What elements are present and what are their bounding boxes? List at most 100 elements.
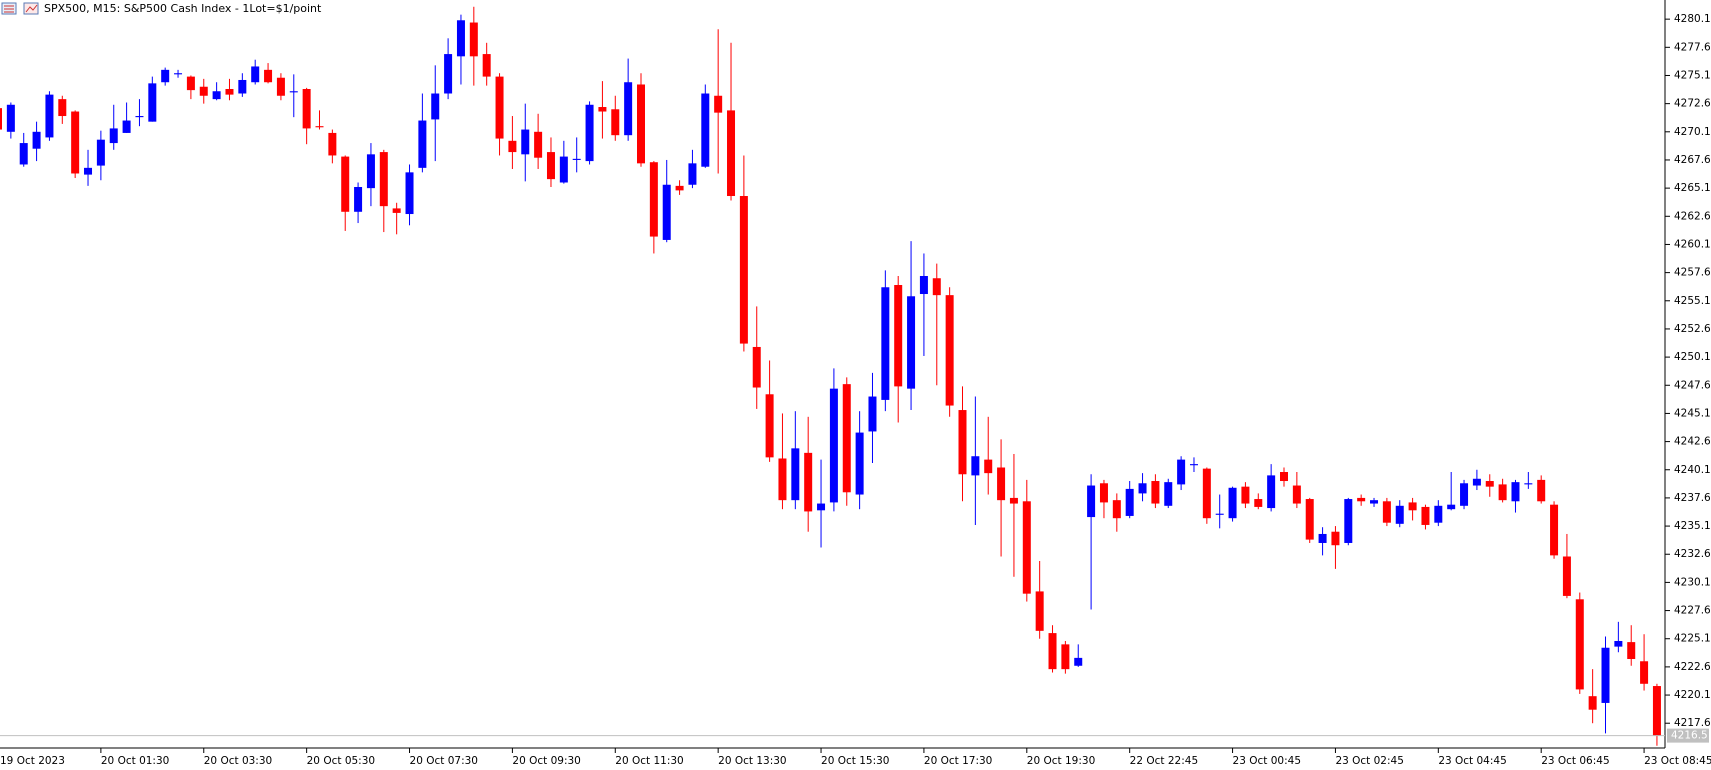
candle-body xyxy=(1125,488,1134,516)
candle-body xyxy=(135,116,144,118)
candle-body xyxy=(727,110,736,197)
candle-body xyxy=(1395,505,1404,524)
candle-body xyxy=(71,111,80,174)
candle-body xyxy=(212,91,221,100)
candle-body xyxy=(984,459,993,474)
candle-body xyxy=(1099,483,1108,503)
candle-body xyxy=(1061,644,1070,670)
candle-body xyxy=(418,120,427,168)
candle-body xyxy=(1254,499,1263,507)
x-tick-label: 20 Oct 07:30 xyxy=(410,755,478,767)
candle-body xyxy=(174,73,183,75)
candle-body xyxy=(855,432,864,495)
candle-body xyxy=(431,93,440,120)
candle-body xyxy=(45,94,54,138)
x-tick-label: 20 Oct 11:30 xyxy=(615,755,683,767)
candle-body xyxy=(1151,481,1160,504)
candle-body xyxy=(1267,475,1276,509)
candle-body xyxy=(1421,506,1430,525)
candle-body xyxy=(302,88,311,129)
x-tick-label: 19 Oct 2023 xyxy=(0,755,65,767)
x-tick-label: 23 Oct 06:45 xyxy=(1541,755,1609,767)
x-tick-label: 20 Oct 05:30 xyxy=(307,755,375,767)
candle-body xyxy=(1357,497,1366,502)
candle-body xyxy=(534,131,543,158)
candle-body xyxy=(1524,483,1533,485)
y-tick-label: 4245.1 xyxy=(1674,407,1711,419)
candle-body xyxy=(778,458,787,501)
candle-body xyxy=(1112,500,1121,519)
candle-body xyxy=(1344,499,1353,543)
candle-body xyxy=(739,196,748,344)
candle-body xyxy=(1009,497,1018,504)
header-icons xyxy=(1,2,39,15)
candle-body xyxy=(392,208,401,213)
candle-body xyxy=(585,104,594,162)
x-tick-label: 20 Oct 13:30 xyxy=(718,755,786,767)
candle-body xyxy=(1280,472,1288,482)
y-tick-label: 4272.6 xyxy=(1674,98,1711,110)
candle-body xyxy=(328,132,337,156)
candle-body xyxy=(971,456,980,476)
candle-body xyxy=(1537,479,1546,502)
candle-body xyxy=(624,82,633,136)
candle-body xyxy=(1241,486,1250,504)
candle-body xyxy=(1575,599,1584,690)
candle-body xyxy=(1189,464,1198,466)
candle-body xyxy=(688,163,697,185)
candle-body xyxy=(19,143,28,165)
candle-body xyxy=(1640,661,1649,684)
candle-body xyxy=(1305,499,1314,540)
y-tick-label: 4252.6 xyxy=(1674,323,1711,335)
candle-body xyxy=(894,285,903,387)
candle-body xyxy=(1627,642,1636,660)
candle-body xyxy=(84,167,93,175)
candle-body xyxy=(1292,485,1301,504)
candle-body xyxy=(1472,478,1481,486)
candle-body xyxy=(598,107,607,112)
candle-body xyxy=(366,154,375,189)
candle-body xyxy=(958,410,967,475)
candle-body xyxy=(58,99,67,117)
y-tick-label: 4230.1 xyxy=(1674,576,1711,588)
x-tick-label: 23 Oct 00:45 xyxy=(1233,755,1301,767)
y-tick-label: 4225.1 xyxy=(1674,633,1711,645)
candle-body xyxy=(611,109,620,136)
x-tick-label: 20 Oct 09:30 xyxy=(512,755,580,767)
candle-body xyxy=(932,278,941,296)
x-tick-label: 23 Oct 02:45 xyxy=(1335,755,1403,767)
candle-body xyxy=(868,396,877,432)
candle-body xyxy=(482,54,491,77)
candle-body xyxy=(6,104,15,132)
y-tick-label: 4250.1 xyxy=(1674,351,1711,363)
x-tick-label: 22 Oct 22:45 xyxy=(1130,755,1198,767)
y-tick-label: 4267.6 xyxy=(1674,154,1711,166)
candle-body xyxy=(829,388,838,503)
candle-body xyxy=(1562,556,1571,596)
candle-body xyxy=(765,394,774,458)
candle-body xyxy=(238,79,247,94)
candle-body xyxy=(1614,640,1623,647)
y-tick-label: 4220.1 xyxy=(1674,689,1711,701)
candle-body xyxy=(649,162,658,237)
y-tick-label: 4222.6 xyxy=(1674,661,1711,673)
candle-body xyxy=(714,95,723,113)
candle-body xyxy=(804,452,813,512)
candle-body xyxy=(469,22,478,57)
candle-body xyxy=(264,69,273,83)
candle-body xyxy=(289,91,298,93)
y-tick-label: 4260.1 xyxy=(1674,238,1711,250)
candle-body xyxy=(148,83,157,122)
candle-body xyxy=(1652,686,1661,736)
candle-body xyxy=(1601,647,1610,703)
candle-body xyxy=(276,77,285,96)
candle-body xyxy=(1202,468,1211,519)
y-tick-label: 4217.6 xyxy=(1674,717,1711,729)
x-tick-label: 20 Oct 15:30 xyxy=(821,755,889,767)
candle-body xyxy=(1408,502,1417,511)
candle-body xyxy=(842,384,851,493)
candle-body xyxy=(919,275,928,295)
candle-body xyxy=(572,158,581,160)
